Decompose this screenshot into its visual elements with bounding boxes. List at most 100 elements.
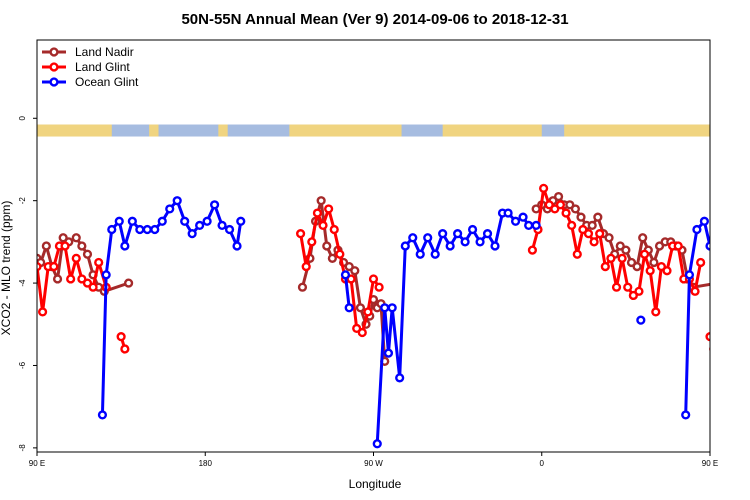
ocean-glint-point-4-1	[684, 270, 695, 280]
land-glint-point-3-20	[639, 249, 650, 259]
ocean-glint-point-2-4	[395, 373, 405, 383]
land-glint-point-3-16	[617, 253, 627, 263]
ocean-glint-point-4-8	[737, 226, 744, 233]
land-segment-1	[149, 124, 159, 137]
land-glint-point-3-5	[555, 200, 566, 210]
y-axis: 0 -2 -4 -6 -8	[18, 116, 37, 451]
land-glint-point-3-2	[539, 183, 549, 193]
land-glint-point-3-11	[589, 237, 599, 247]
ocean-glint-point-1-0	[340, 270, 351, 280]
ocean-glint-point-0-10	[165, 204, 175, 214]
y-tick-label-3: -6	[18, 361, 27, 369]
ocean-glint-point-0-17	[217, 220, 227, 231]
ocean-glint-point-2-14	[467, 224, 478, 235]
ocean-glint-line-4	[684, 219, 710, 415]
land-nadir-point-1-9	[350, 266, 360, 276]
ocean-glint-point-0-14	[195, 220, 205, 231]
land-glint-point-3-24	[662, 266, 672, 276]
ocean-glint-point-2-17	[490, 241, 500, 251]
land-glint-point-3-7	[567, 220, 577, 231]
ocean-glint-point-2-1	[380, 303, 390, 313]
land-glint-point-3-6	[561, 208, 571, 218]
x-axis: 90 E 180 90 W 0 90 E	[29, 452, 718, 468]
land-glint-point-3-8	[572, 249, 582, 259]
land-nadir-point-0-13	[124, 278, 134, 288]
ocean-glint-point-2-22	[524, 220, 534, 231]
land-glint-line-4	[708, 336, 710, 342]
ocean-glint-point-2-9	[430, 249, 440, 259]
land-nadir-point-2-8	[576, 212, 586, 222]
ocean-glint-point-2-20	[510, 216, 521, 226]
land-segment-0	[37, 124, 112, 137]
series-land-glint	[37, 183, 710, 354]
ocean-glint-point-0-5	[127, 216, 137, 226]
land-nadir-point-0-9	[82, 249, 93, 259]
legend-item-ocean-glint: Ocean Glint	[42, 75, 139, 89]
ocean-glint-point-3-0	[636, 315, 646, 325]
land-nadir-point-0-4	[52, 274, 63, 284]
ocean-glint-point-0-16	[209, 200, 220, 210]
x-tick-label-3: 0	[540, 459, 545, 468]
ocean-glint-point-0-6	[135, 224, 145, 235]
land-nadir-point-2-13	[604, 233, 614, 243]
x-axis-label: Longitude	[349, 477, 402, 491]
y-tick-label-2: -4	[18, 279, 27, 287]
land-glint-point-3-29	[690, 286, 700, 296]
land-glint-point-2-6	[329, 224, 339, 235]
land-glint-point-2-2	[307, 237, 317, 247]
legend-label-land-glint: Land Glint	[75, 60, 130, 74]
land-glint-point-3-21	[645, 266, 655, 276]
land-ocean-mask	[37, 124, 710, 137]
land-glint-point-3-15	[611, 282, 622, 292]
land-glint-point-0-5	[60, 241, 70, 251]
land-glint-point-0-11	[94, 257, 104, 268]
ocean-glint-point-2-16	[482, 229, 493, 239]
land-segment-2	[218, 124, 228, 137]
ocean-glint-point-2-15	[475, 237, 485, 247]
land-glint-point-0-3	[49, 262, 59, 272]
land-glint-point-0-0	[37, 262, 42, 272]
ocean-glint-point-0-1	[101, 270, 111, 280]
land-glint-point-2-13	[368, 274, 379, 284]
y-axis-label: XCO2 - MLO trend (ppm)	[0, 201, 13, 336]
land-glint-point-0-6	[66, 274, 76, 284]
ocean-glint-point-0-20	[236, 216, 246, 226]
land-nadir-point-0-7	[71, 233, 81, 243]
land-nadir-point-2-16	[621, 245, 631, 255]
legend-label-ocean-glint: Ocean Glint	[75, 75, 139, 89]
legend-swatch-marker	[49, 47, 59, 57]
land-segment-5	[564, 124, 710, 137]
ocean-glint-point-2-0	[372, 439, 382, 449]
land-nadir-point-2-21	[649, 257, 659, 268]
ocean-glint-point-4-6	[722, 226, 729, 233]
land-glint-point-3-19	[634, 286, 644, 296]
land-glint-point-2-3	[312, 208, 323, 218]
ocean-glint-point-0-12	[180, 216, 190, 226]
x-tick-label-4: 90 E	[702, 459, 718, 468]
legend-swatch-marker	[49, 77, 59, 87]
land-nadir-point-0-2	[41, 241, 51, 251]
land-nadir-point-2-29	[714, 280, 721, 287]
land-glint-point-3-14	[606, 253, 616, 263]
ocean-glint-point-2-12	[453, 229, 463, 239]
land-nadir-point-2-19	[638, 233, 648, 243]
land-glint-point-2-0	[295, 229, 306, 239]
land-nadir-point-1-4	[322, 241, 332, 251]
ocean-glint-point-0-11	[172, 196, 182, 206]
land-segment-3	[289, 124, 402, 137]
ocean-glint-point-4-5	[714, 218, 721, 225]
ocean-glint-point-0-2	[107, 224, 117, 235]
land-nadir-point-2-7	[570, 204, 581, 214]
ocean-glint-point-4-3	[699, 216, 709, 226]
land-glint-point-3-0	[527, 245, 538, 255]
series-ocean-glint	[97, 196, 744, 449]
land-glint-point-3-30	[696, 257, 706, 268]
land-glint-point-2-7	[335, 249, 345, 259]
land-nadir-point-2-18	[632, 262, 642, 272]
land-glint-point-2-4	[318, 220, 328, 231]
land-glint-point-2-1	[301, 262, 311, 272]
chart-title: 50N-55N Annual Mean (Ver 9) 2014-09-06 t…	[181, 11, 568, 28]
land-glint-point-0-7	[71, 253, 81, 263]
land-nadir-point-1-0	[297, 282, 308, 292]
